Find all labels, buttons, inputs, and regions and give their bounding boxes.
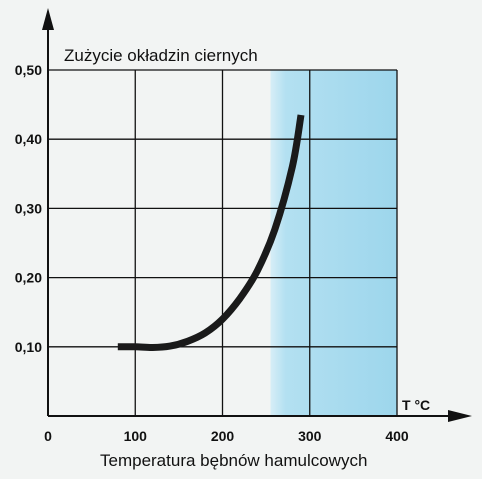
grid (48, 69, 398, 416)
x-axis-arrow (448, 410, 472, 422)
highlight-region (270, 70, 397, 416)
x-tick-label: 300 (298, 428, 322, 444)
x-axis-title: Temperatura bębnów hamulcowych (100, 451, 367, 470)
x-tick-label: 200 (211, 428, 235, 444)
x-tick-labels: 0 100 200 300 400 (44, 428, 409, 444)
y-tick-label: 0,50 (15, 62, 42, 78)
y-tick-label: 0,20 (15, 270, 42, 286)
x-unit-label: T °C (402, 397, 430, 413)
y-tick-labels: 0,10 0,20 0,30 0,40 0,50 (15, 62, 42, 355)
x-tick-label: 100 (124, 428, 148, 444)
axes (42, 8, 472, 422)
x-tick-label: 0 (44, 428, 52, 444)
y-tick-label: 0,10 (15, 339, 42, 355)
x-tick-label: 400 (385, 428, 409, 444)
chart-title: Zużycie okładzin ciernych (64, 46, 258, 65)
series-line (117, 114, 305, 352)
y-tick-label: 0,40 (15, 131, 42, 147)
series-group (117, 114, 305, 352)
y-tick-label: 0,30 (15, 200, 42, 216)
y-axis-arrow (42, 8, 54, 30)
